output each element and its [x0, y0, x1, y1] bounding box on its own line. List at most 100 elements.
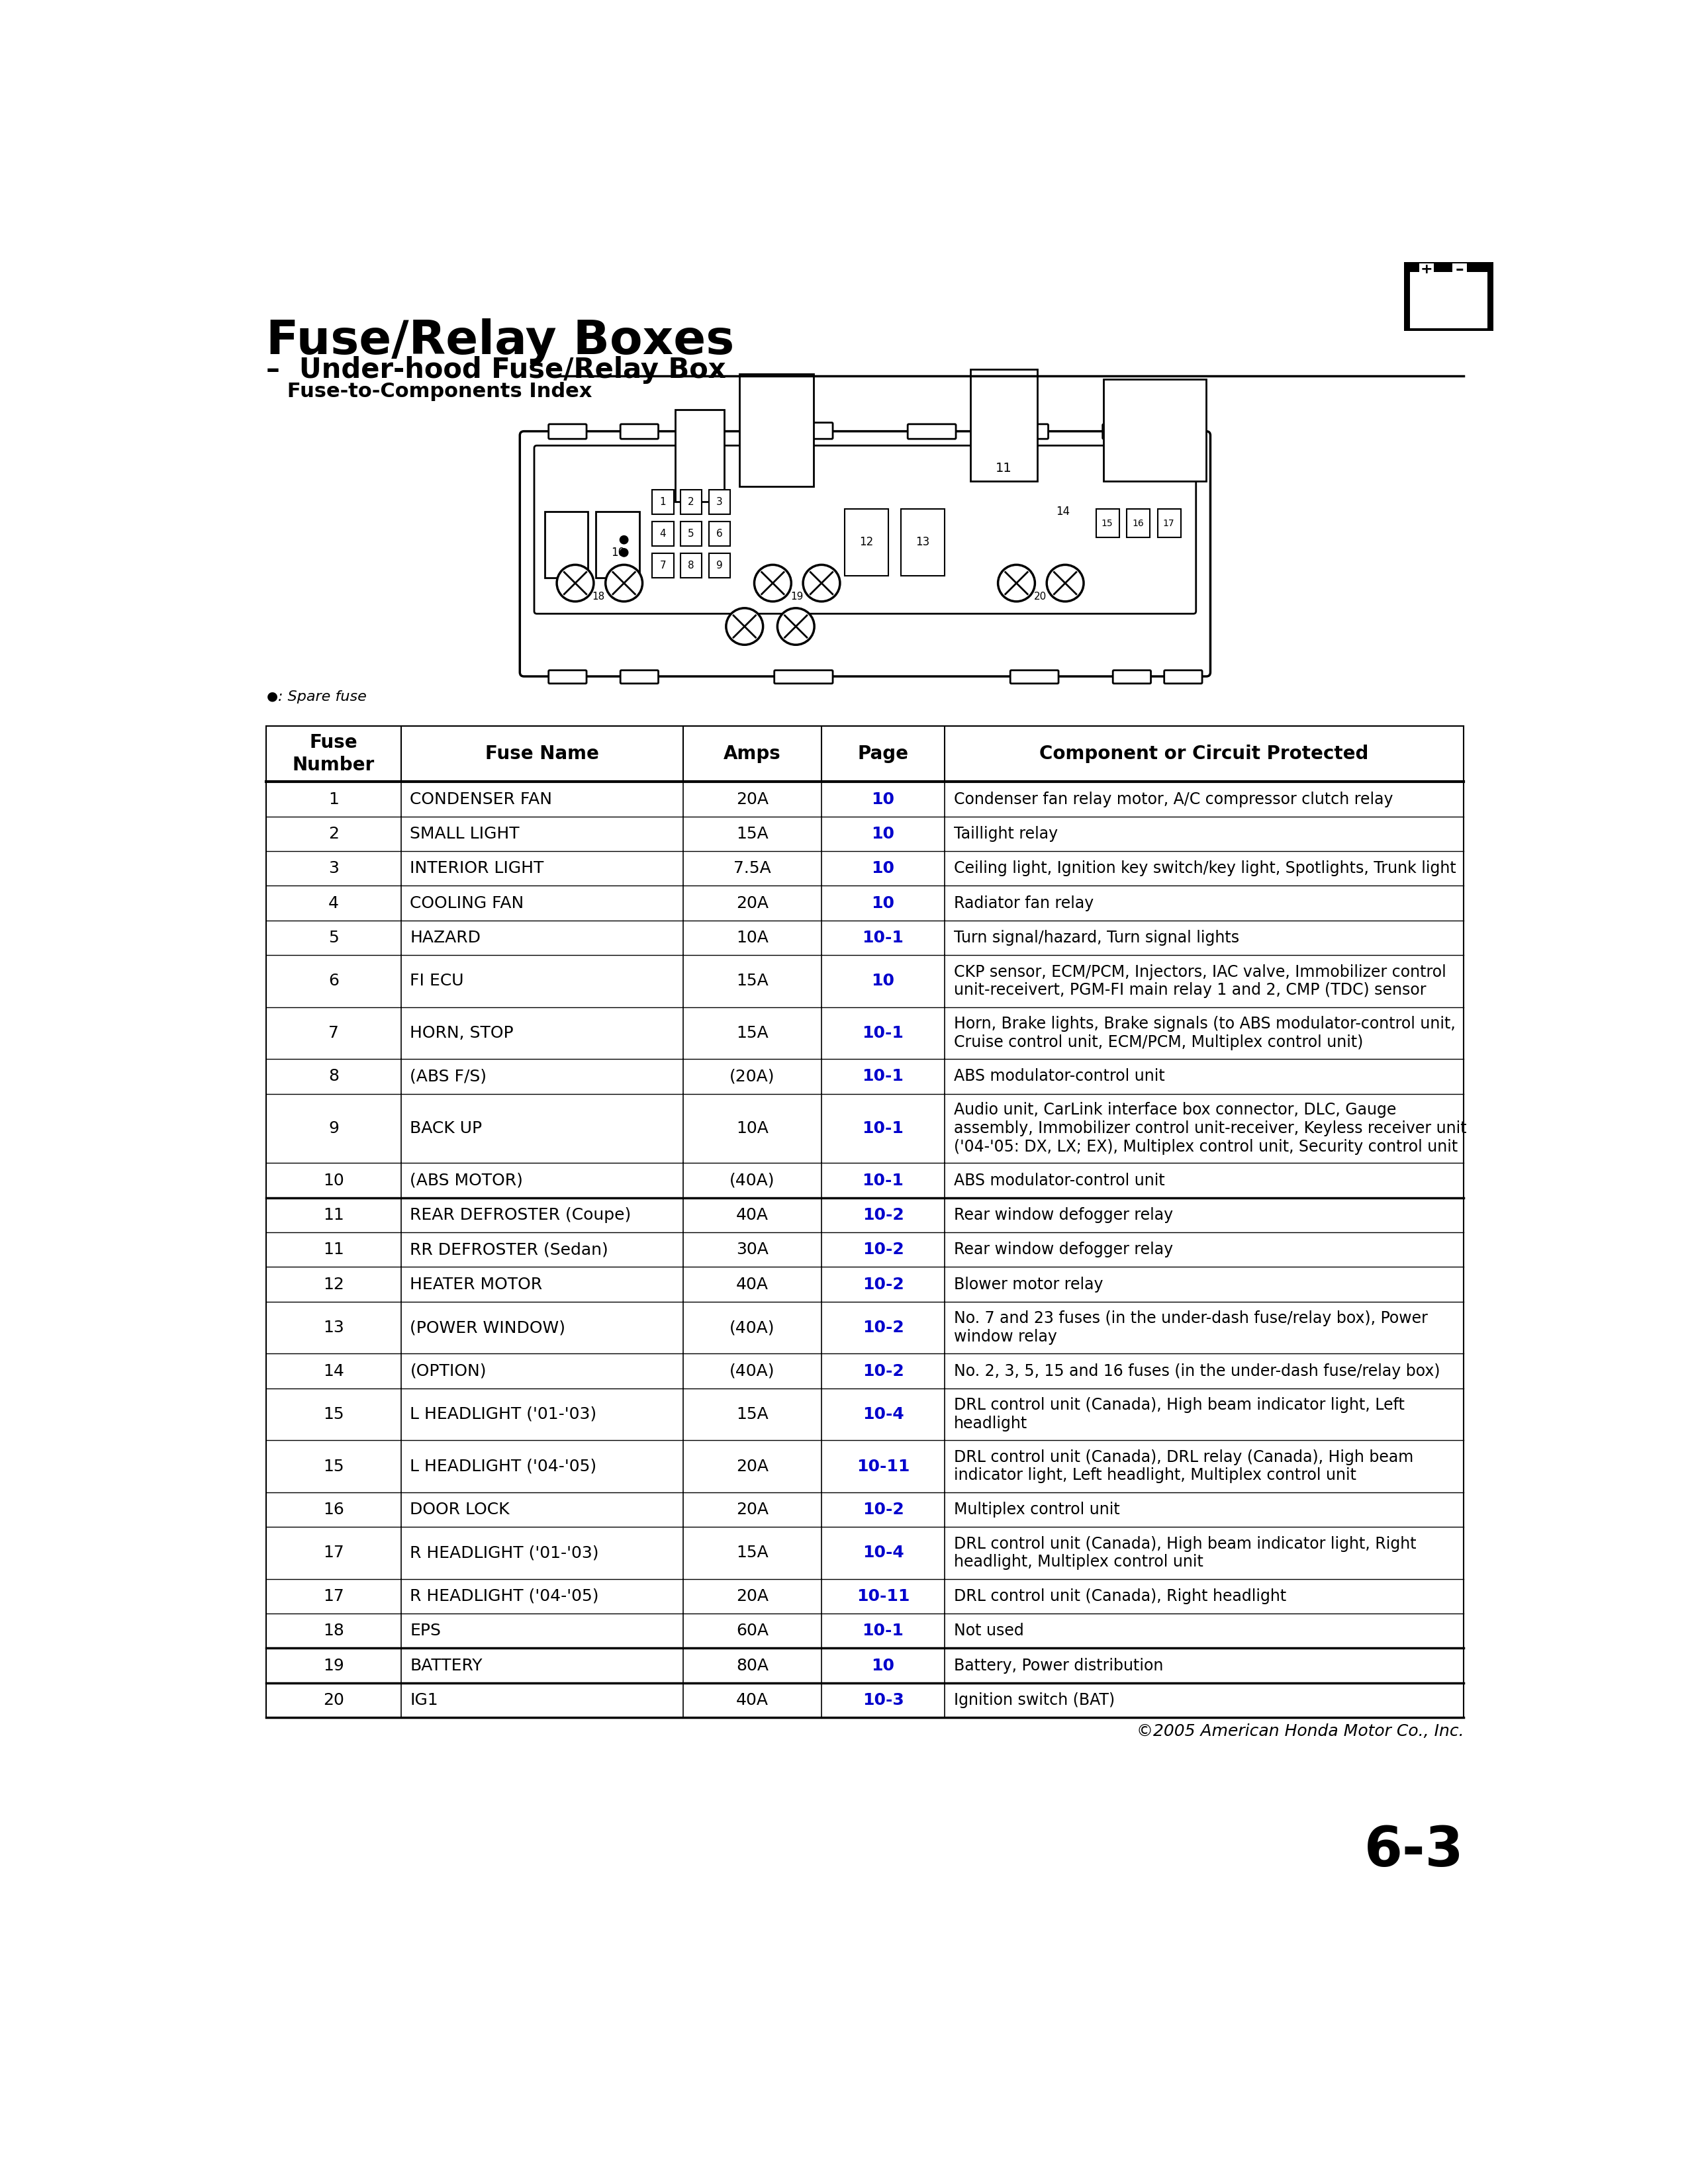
Text: 20A: 20A	[736, 1503, 768, 1518]
Bar	[596, 511, 640, 579]
Text: Audio unit, CarLink interface box connector, DLC, Gauge
assembly, Immobilizer co: Audio unit, CarLink interface box connec…	[954, 1103, 1467, 1155]
Circle shape	[998, 566, 1035, 601]
FancyBboxPatch shape	[549, 424, 586, 439]
Text: 30A: 30A	[736, 1243, 768, 1258]
Text: DRL control unit (Canada), High beam indicator light, Right
headlight, Multiplex: DRL control unit (Canada), High beam ind…	[954, 1535, 1416, 1570]
Text: 9: 9	[329, 1120, 339, 1136]
FancyBboxPatch shape	[621, 424, 658, 439]
Circle shape	[557, 566, 594, 601]
Text: 1: 1	[329, 791, 339, 808]
Text: 10-1: 10-1	[863, 1120, 903, 1136]
Text: L HEADLIGHT ('04-'05): L HEADLIGHT ('04-'05)	[410, 1459, 598, 1474]
Text: Horn, Brake lights, Brake signals (to ABS modulator-control unit,
Cruise control: Horn, Brake lights, Brake signals (to AB…	[954, 1016, 1455, 1051]
Circle shape	[606, 566, 643, 601]
Text: Fuse Name: Fuse Name	[484, 745, 599, 762]
Text: 13: 13	[322, 1319, 344, 1337]
Text: 40A: 40A	[736, 1208, 768, 1223]
FancyBboxPatch shape	[549, 670, 586, 684]
Text: 3: 3	[329, 860, 339, 876]
Circle shape	[755, 566, 792, 601]
Text: (40A): (40A)	[729, 1173, 775, 1188]
Text: 14: 14	[1055, 507, 1070, 518]
Text: No. 7 and 23 fuses (in the under-dash fuse/relay box), Power
window relay: No. 7 and 23 fuses (in the under-dash fu…	[954, 1310, 1428, 1345]
Bar	[1104, 380, 1207, 480]
Bar	[1128, 509, 1150, 537]
FancyBboxPatch shape	[908, 424, 955, 439]
Text: 10: 10	[871, 1658, 895, 1673]
Text: 10-1: 10-1	[863, 1623, 903, 1638]
Text: 10-1: 10-1	[863, 1024, 903, 1042]
Bar	[709, 522, 731, 546]
Bar	[709, 553, 731, 577]
Text: 13: 13	[915, 537, 930, 548]
Text: 2: 2	[689, 498, 694, 507]
Bar	[680, 553, 702, 577]
Text: Page: Page	[858, 745, 908, 762]
Text: (40A): (40A)	[729, 1319, 775, 1337]
Text: 20A: 20A	[736, 791, 768, 808]
Text: BACK UP: BACK UP	[410, 1120, 483, 1136]
Text: Fuse/Relay Boxes: Fuse/Relay Boxes	[267, 319, 734, 365]
Text: 15A: 15A	[736, 1406, 768, 1422]
Text: 17: 17	[322, 1588, 344, 1605]
Bar	[971, 369, 1036, 480]
Text: 12: 12	[859, 537, 873, 548]
Text: Multiplex control unit: Multiplex control unit	[954, 1503, 1119, 1518]
Bar	[1452, 264, 1467, 275]
Bar	[739, 373, 814, 487]
Text: 10-1: 10-1	[863, 1068, 903, 1085]
Text: 15A: 15A	[736, 974, 768, 989]
Text: FI ECU: FI ECU	[410, 974, 464, 989]
Bar	[675, 411, 724, 502]
Text: 10: 10	[871, 826, 895, 841]
Text: –: –	[1455, 262, 1463, 277]
Text: SMALL LIGHT: SMALL LIGHT	[410, 826, 520, 841]
Text: 15A: 15A	[736, 826, 768, 841]
Text: HAZARD: HAZARD	[410, 930, 481, 946]
Text: 8: 8	[327, 1068, 339, 1085]
Text: Battery, Power distribution: Battery, Power distribution	[954, 1658, 1163, 1673]
Text: 10-4: 10-4	[863, 1406, 903, 1422]
Text: Taillight relay: Taillight relay	[954, 826, 1058, 841]
Circle shape	[778, 607, 814, 644]
Bar	[901, 509, 945, 574]
Text: 2: 2	[327, 826, 339, 841]
Circle shape	[1047, 566, 1084, 601]
Text: 7: 7	[329, 1024, 339, 1042]
Text: 16: 16	[1133, 520, 1144, 529]
Bar	[1404, 253, 1494, 330]
Text: 19: 19	[790, 592, 803, 603]
Text: HEATER MOTOR: HEATER MOTOR	[410, 1275, 542, 1293]
Text: 8: 8	[689, 561, 694, 570]
Text: 10: 10	[871, 895, 895, 911]
Text: CONDENSER FAN: CONDENSER FAN	[410, 791, 552, 808]
Text: Ignition switch (BAT): Ignition switch (BAT)	[954, 1693, 1114, 1708]
Text: 10: 10	[871, 791, 895, 808]
Text: 19: 19	[322, 1658, 344, 1673]
FancyBboxPatch shape	[621, 670, 658, 684]
Text: (20A): (20A)	[729, 1068, 775, 1085]
Text: 80A: 80A	[736, 1658, 768, 1673]
Bar	[652, 553, 674, 577]
Bar	[680, 489, 702, 515]
Text: R HEADLIGHT ('04-'05): R HEADLIGHT ('04-'05)	[410, 1588, 599, 1605]
Text: 7: 7	[660, 561, 667, 570]
Text: ABS modulator-control unit: ABS modulator-control unit	[954, 1068, 1165, 1085]
Text: IG1: IG1	[410, 1693, 439, 1708]
Text: Fuse
Number: Fuse Number	[292, 734, 375, 775]
Text: 6-3: 6-3	[1364, 1824, 1463, 1878]
Text: 5: 5	[329, 930, 339, 946]
Text: DRL control unit (Canada), DRL relay (Canada), High beam
indicator light, Left h: DRL control unit (Canada), DRL relay (Ca…	[954, 1450, 1413, 1483]
Text: DRL control unit (Canada), Right headlight: DRL control unit (Canada), Right headlig…	[954, 1588, 1286, 1605]
Bar	[545, 511, 587, 579]
Text: 10: 10	[322, 1173, 344, 1188]
Text: : Spare fuse: : Spare fuse	[279, 690, 366, 703]
Text: Not used: Not used	[954, 1623, 1025, 1638]
Text: Ceiling light, Ignition key switch/key light, Spotlights, Trunk light: Ceiling light, Ignition key switch/key l…	[954, 860, 1457, 876]
Text: 15A: 15A	[736, 1024, 768, 1042]
Text: HORN, STOP: HORN, STOP	[410, 1024, 513, 1042]
Text: Blower motor relay: Blower motor relay	[954, 1275, 1104, 1293]
Text: 10-11: 10-11	[856, 1459, 910, 1474]
FancyBboxPatch shape	[1102, 424, 1141, 439]
Text: 9: 9	[716, 561, 722, 570]
